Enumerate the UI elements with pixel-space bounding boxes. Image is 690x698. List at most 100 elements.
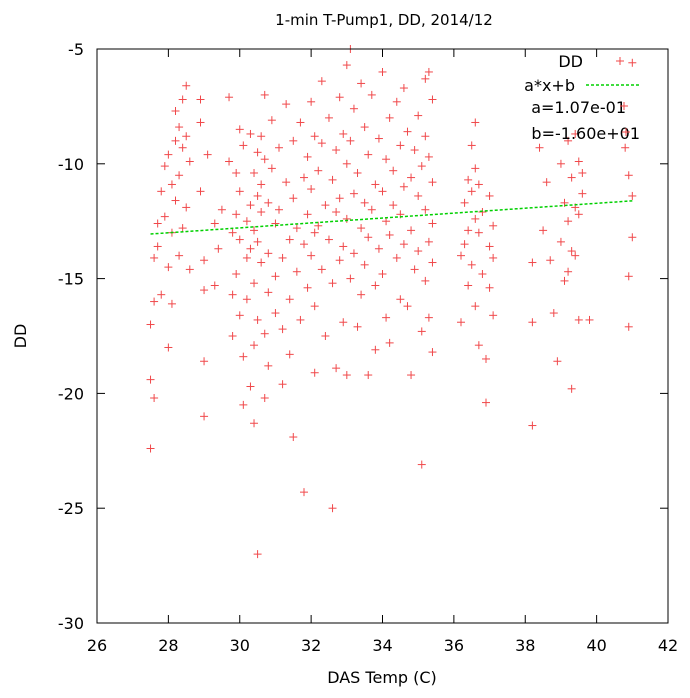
data-point xyxy=(153,219,162,228)
x-tick-label: 36 xyxy=(444,636,464,655)
data-point xyxy=(385,113,394,122)
data-point xyxy=(364,371,373,380)
data-point xyxy=(257,132,266,141)
data-point xyxy=(178,143,187,152)
data-point xyxy=(553,357,562,366)
data-point xyxy=(428,95,437,104)
data-point xyxy=(217,205,226,214)
data-point xyxy=(185,157,194,166)
data-point xyxy=(246,201,255,210)
y-tick-label: -15 xyxy=(58,270,84,289)
data-point xyxy=(399,240,408,249)
data-point xyxy=(150,297,159,306)
data-point xyxy=(392,97,401,106)
data-point xyxy=(399,182,408,191)
data-point xyxy=(171,136,180,145)
data-point xyxy=(250,341,259,350)
data-point xyxy=(389,201,398,210)
data-point xyxy=(571,251,580,260)
data-point xyxy=(264,288,273,297)
data-point xyxy=(200,412,209,421)
data-point xyxy=(210,281,219,290)
y-axis-label: DD xyxy=(11,324,30,349)
legend-label: a*x+b xyxy=(524,76,575,95)
data-point xyxy=(150,393,159,402)
data-point xyxy=(474,228,483,237)
data-point xyxy=(146,375,155,384)
data-point xyxy=(285,295,294,304)
data-point xyxy=(260,393,269,402)
data-point xyxy=(353,168,362,177)
data-point xyxy=(310,228,319,237)
data-point xyxy=(360,123,369,132)
data-point xyxy=(314,221,323,230)
data-point xyxy=(382,155,391,164)
data-point xyxy=(556,237,565,246)
data-point xyxy=(299,488,308,497)
data-point xyxy=(239,352,248,361)
fit-line-layer xyxy=(150,200,633,235)
data-point xyxy=(307,185,316,194)
data-point xyxy=(335,256,344,265)
data-point xyxy=(253,550,262,559)
data-point xyxy=(253,315,262,324)
data-point xyxy=(571,129,580,138)
data-point xyxy=(382,313,391,322)
data-point xyxy=(474,180,483,189)
data-point xyxy=(342,61,351,70)
data-point xyxy=(407,226,416,235)
data-point xyxy=(424,313,433,322)
data-point xyxy=(578,189,587,198)
data-point xyxy=(296,118,305,127)
data-point xyxy=(421,132,430,141)
data-point xyxy=(332,364,341,373)
data-point xyxy=(624,171,633,180)
data-point xyxy=(396,141,405,150)
data-point xyxy=(160,212,169,221)
data-point xyxy=(385,230,394,239)
data-point xyxy=(471,302,480,311)
data-point xyxy=(260,90,269,99)
data-point xyxy=(164,343,173,352)
data-point xyxy=(374,244,383,253)
data-point xyxy=(385,338,394,347)
data-points xyxy=(146,45,637,559)
data-point xyxy=(228,332,237,340)
data-point xyxy=(353,322,362,331)
data-point xyxy=(275,205,284,214)
data-point xyxy=(232,270,241,279)
data-point xyxy=(160,162,169,171)
x-axis-ticks: 26 28 30 32 34 36 38 40 42 xyxy=(87,49,678,655)
data-point xyxy=(624,322,633,331)
data-point xyxy=(203,150,212,159)
data-point xyxy=(157,290,166,299)
data-point xyxy=(175,251,184,260)
data-point xyxy=(310,368,319,377)
data-point xyxy=(342,214,351,223)
data-point xyxy=(403,302,412,311)
data-point xyxy=(307,251,316,260)
y-tick-label: -10 xyxy=(58,155,84,174)
fit-line xyxy=(150,200,633,235)
y-tick-label: -25 xyxy=(58,499,84,518)
data-point xyxy=(271,309,280,318)
data-point xyxy=(485,283,494,292)
data-point xyxy=(535,143,544,152)
data-point xyxy=(342,159,351,168)
data-point xyxy=(196,118,205,127)
data-point xyxy=(378,187,387,196)
data-point xyxy=(250,168,259,177)
data-point xyxy=(210,219,219,228)
data-point xyxy=(264,361,273,370)
x-tick-label: 42 xyxy=(658,636,678,655)
data-point xyxy=(178,224,187,233)
data-point xyxy=(471,118,480,127)
data-point xyxy=(621,143,630,152)
data-point xyxy=(164,263,173,272)
data-point xyxy=(349,249,358,258)
data-point xyxy=(307,97,316,106)
data-point xyxy=(182,132,191,141)
x-tick-label: 26 xyxy=(87,636,107,655)
data-point xyxy=(489,221,498,230)
data-point xyxy=(264,249,273,258)
